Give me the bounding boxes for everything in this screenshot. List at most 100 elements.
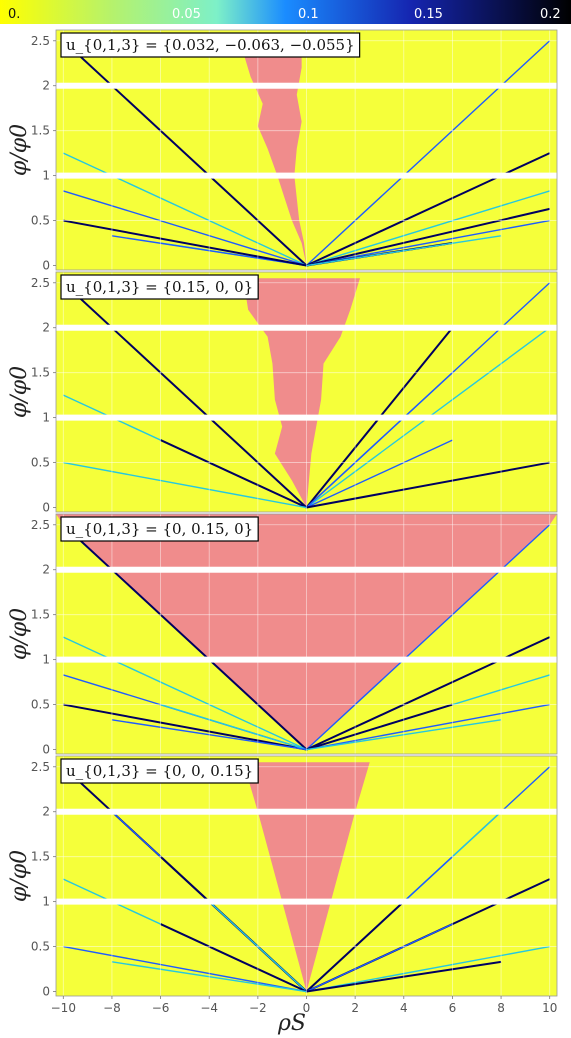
x-tick-label: 8 [497,1001,505,1015]
y-tick-label: 0 [42,985,50,999]
panel-annotation: u_{0,1,3} = {0, 0.15, 0} [60,516,259,542]
band-line [306,524,551,751]
y-tick-label: 2.5 [31,518,50,532]
colorbar-tick-1: 0.05 [172,7,201,22]
x-tick-label: 6 [449,1001,457,1015]
band-line [306,461,550,509]
x-tick-label: −8 [103,1001,121,1015]
band-line [306,40,551,267]
x-tick-label: −6 [152,1001,170,1015]
band-line [160,703,307,751]
x-axis-label: ρS [277,1011,306,1036]
y-tick-label: 1 [42,169,50,183]
x-tick-label: −4 [200,1001,218,1015]
band-line [306,219,550,267]
y-tick-label: 0 [42,259,50,273]
flux-gap [56,414,557,421]
flux-gap [56,656,557,663]
annotation-box [60,758,259,784]
panel-3: 0 0.5 1 1.5 2 2.5 φ/φ0 u_{0,1,3} = {0, 0.15, 0} [7,513,558,757]
flux-gap [56,82,557,89]
panel-frame [55,271,558,513]
y-tick-label: 1.5 [31,124,50,138]
y-tick-label: 0.5 [31,940,50,954]
x-tick-label: 0 [303,1001,311,1015]
y-axis-label: φ/φ0 [7,366,32,418]
y-tick-label: 0 [42,743,50,757]
annotation-box [60,516,259,542]
band-line [306,703,550,751]
panel-2: 0 0.5 1 1.5 2 2.5 φ/φ0 u_{0,1,3} = {0.15, 0, 0} [7,271,558,515]
panel-frame [55,513,558,755]
y-tick-label: 2 [42,805,50,819]
panel-plot-area [56,756,557,996]
colorbar-tick-4: 0.2 [540,7,561,22]
y-tick-label: 0.5 [31,456,50,470]
x-tick-label: 10 [542,1001,557,1015]
band-line [63,461,307,509]
y-tick-label: 1 [42,653,50,667]
y-tick-label: 2.5 [31,760,50,774]
y-axis-label: φ/φ0 [7,124,32,176]
band-line [63,945,307,993]
y-tick-label: 2 [42,79,50,93]
band-line [306,152,551,267]
y-tick-label: 2 [42,321,50,335]
annotation-text: u_{0,1,3} = {0.032, −0.063, −0.055} [66,36,355,54]
y-tick-label: 1.5 [31,366,50,380]
y-tick-label: 1.5 [31,608,50,622]
panel-1: 0 0.5 1 1.5 2 2.5 φ/φ0 u_{0,1,3} = {0.032, −0.0… [7,29,558,273]
colorbar-strip [0,0,571,24]
panel-annotation: u_{0,1,3} = {0.15, 0, 0} [60,274,259,300]
panel-annotation: u_{0,1,3} = {0.032, −0.063, −0.055} [60,32,361,58]
x-tick-label: −2 [249,1001,267,1015]
band-line [63,703,307,751]
band-line [306,207,550,267]
flux-gap [56,808,557,815]
flux-gap [56,566,557,573]
band-line [306,636,551,751]
band-line [62,40,308,267]
y-tick-label: 1.5 [31,850,50,864]
y-tick-label: 2 [42,563,50,577]
annotation-box [60,274,259,300]
y-tick-label: 2.5 [31,34,50,48]
y-tick-label: 0.5 [31,698,50,712]
annotation-text: u_{0,1,3} = {0, 0.15, 0} [66,520,253,538]
x-tick-label: −10 [51,1001,76,1015]
panel-annotation: u_{0,1,3} = {0, 0, 0.15} [60,758,259,784]
y-tick-label: 0 [42,501,50,515]
x-tick-label: 4 [400,1001,408,1015]
pink-region [243,278,361,508]
flux-gap [56,324,557,331]
panel-plot-area [56,514,557,754]
band-line [63,219,307,267]
band-line [62,524,308,751]
band-line [63,152,307,267]
annotation-text: u_{0,1,3} = {0.15, 0, 0} [66,278,253,296]
panel-4: 0 0.5 1 1.5 2 2.5 φ/φ0 u_{0,1,3} = {0, 0, 0.15}… [7,755,558,1015]
band-line [160,439,307,509]
colorbar-tick-3: 0.15 [414,7,443,22]
band-line [306,703,453,751]
band-line [306,190,550,267]
y-tick-label: 2.5 [31,276,50,290]
x-tick-label: 2 [351,1001,359,1015]
annotation-box [60,32,361,58]
colorbar-tick-2: 0.1 [298,7,319,22]
band-line [306,439,453,509]
y-axis-label: φ/φ0 [7,850,32,902]
band-line [306,945,550,993]
flux-gap [56,898,557,905]
y-axis-label: φ/φ0 [7,608,32,660]
flux-gap [56,172,557,179]
pink-region [238,36,307,266]
band-line [63,636,307,751]
panel-plot-area [56,30,557,270]
band-line [62,282,308,509]
band-line [306,923,453,993]
band-line [160,923,307,993]
y-tick-label: 1 [42,895,50,909]
y-tick-label: 1 [42,411,50,425]
